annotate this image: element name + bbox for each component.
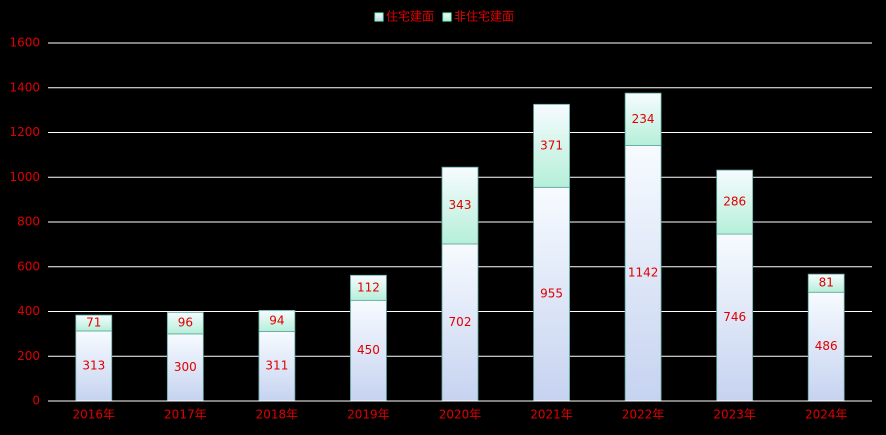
- data-label: 746: [723, 310, 746, 324]
- bar-segment: [716, 233, 754, 402]
- data-label: 234: [632, 112, 655, 126]
- data-label: 371: [540, 138, 563, 152]
- y-tick-label: 1200: [9, 125, 40, 139]
- data-label: 311: [265, 359, 288, 373]
- data-label: 486: [815, 339, 838, 353]
- y-tick-label: 1600: [9, 36, 40, 50]
- x-tick-label: 2018年: [256, 408, 299, 422]
- y-tick-label: 200: [17, 349, 40, 363]
- bar-segment: [533, 186, 570, 402]
- data-label: 112: [357, 280, 380, 294]
- bar-segment: [807, 291, 845, 402]
- bar-segment: [624, 92, 662, 146]
- bar-segment: [716, 169, 754, 235]
- bar-segment: [258, 309, 296, 332]
- data-label: 71: [86, 316, 101, 330]
- bar-segment: [533, 103, 570, 188]
- data-label: 313: [82, 358, 105, 372]
- data-label: 702: [449, 315, 472, 329]
- bar-segment: [624, 145, 662, 402]
- legend-label: 非住宅建面: [454, 9, 514, 24]
- data-label: 955: [540, 287, 563, 301]
- legend-swatch: [442, 12, 452, 22]
- y-tick-label: 1400: [9, 80, 40, 94]
- y-tick-label: 400: [17, 304, 40, 318]
- data-label: 1142: [628, 266, 659, 280]
- x-tick-label: 2020年: [439, 408, 482, 422]
- data-label: 300: [174, 360, 197, 374]
- data-label: 81: [819, 276, 834, 290]
- x-tick-label: 2022年: [622, 408, 665, 422]
- x-tick-label: 2023年: [713, 408, 756, 422]
- data-label: 286: [723, 195, 746, 209]
- y-tick-label: 800: [17, 215, 40, 229]
- data-label: 94: [269, 313, 284, 327]
- data-label: 96: [178, 316, 193, 330]
- data-label: 450: [357, 343, 380, 357]
- x-tick-label: 2017年: [164, 408, 207, 422]
- bar-segment: [350, 299, 387, 402]
- x-tick-label: 2024年: [805, 408, 848, 422]
- x-tick-label: 2019年: [347, 408, 390, 422]
- bar-segment: [441, 243, 479, 402]
- y-tick-label: 600: [17, 259, 40, 273]
- legend-swatch: [374, 12, 384, 22]
- legend-label: 住宅建面: [386, 9, 434, 24]
- data-label: 343: [449, 198, 472, 212]
- bar-segment: [807, 273, 845, 293]
- bar-segment: [75, 314, 113, 332]
- bar-segment: [75, 330, 113, 402]
- x-tick-label: 2016年: [73, 408, 116, 422]
- bar-segment: [166, 311, 204, 335]
- y-tick-label: 0: [32, 394, 40, 408]
- y-tick-label: 1000: [9, 170, 40, 184]
- x-tick-label: 2021年: [530, 408, 573, 422]
- bar-segment: [441, 166, 479, 245]
- bar-segment: [258, 331, 296, 402]
- bar-segment: [350, 274, 387, 301]
